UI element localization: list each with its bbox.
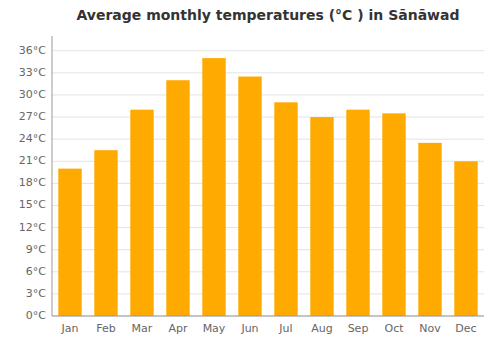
chart-container: Average monthly temperatures (°C ) in Sā… [0, 0, 500, 350]
chart: Average monthly temperatures (°C ) in Sā… [0, 0, 500, 350]
y-tick-label: 24°C [19, 132, 46, 145]
grid-line [52, 139, 484, 140]
grid-line [52, 72, 484, 73]
y-tick-label: 36°C [19, 44, 46, 57]
x-tick-label: May [203, 322, 226, 335]
y-tick-label: 21°C [19, 154, 46, 167]
title: Average monthly temperatures (°C ) in Sā… [76, 7, 459, 23]
bar [382, 113, 405, 316]
y-axis-line [52, 36, 53, 316]
bar [166, 80, 189, 316]
bar [346, 110, 369, 316]
bar [94, 150, 117, 316]
grid-line [52, 117, 484, 118]
bar [130, 110, 153, 316]
y-tick-label: 6°C [26, 265, 46, 278]
x-tick-label: Dec [455, 322, 476, 335]
y-tick-label: 15°C [19, 198, 46, 211]
x-tick-label: Jan [61, 322, 79, 335]
x-tick-label: Aug [311, 322, 332, 335]
x-tick-label: Jul [278, 322, 292, 335]
y-tick-label: 33°C [19, 66, 46, 79]
y-tick-label: 12°C [19, 221, 46, 234]
y-axis: 0°C 3°C 6°C 9°C 12°C 15°C 18°C 21°C 24°C 27°C 30°C… [19, 36, 52, 322]
bar [202, 58, 225, 316]
y-tick-label: 27°C [19, 110, 46, 123]
x-axis-line [52, 316, 484, 317]
bar [454, 161, 477, 316]
bars [58, 58, 477, 316]
x-tick-label: Nov [419, 322, 441, 335]
y-tick-label: 0°C [26, 309, 46, 322]
x-axis: Jan Feb Mar Apr May Jun Jul Aug Sep Oct Nov Dec [52, 316, 484, 335]
y-tick-label: 18°C [19, 176, 46, 189]
y-tick-label: 3°C [26, 287, 46, 300]
x-tick-label: Oct [384, 322, 404, 335]
y-tick-label: 30°C [19, 88, 46, 101]
bar [418, 143, 441, 316]
y-tick-label: 9°C [26, 243, 46, 256]
grid-line [52, 316, 484, 317]
x-tick-label: Apr [168, 322, 188, 335]
grid [52, 51, 484, 316]
bar [58, 169, 81, 316]
x-tick-label: Mar [132, 322, 153, 335]
x-tick-label: Sep [348, 322, 369, 335]
x-tick-label: Feb [96, 322, 115, 335]
grid-line [52, 50, 484, 51]
grid-line [52, 94, 484, 95]
bar [274, 102, 297, 316]
bar [238, 77, 261, 316]
x-tick-label: Jun [240, 322, 258, 335]
bar [310, 117, 333, 316]
